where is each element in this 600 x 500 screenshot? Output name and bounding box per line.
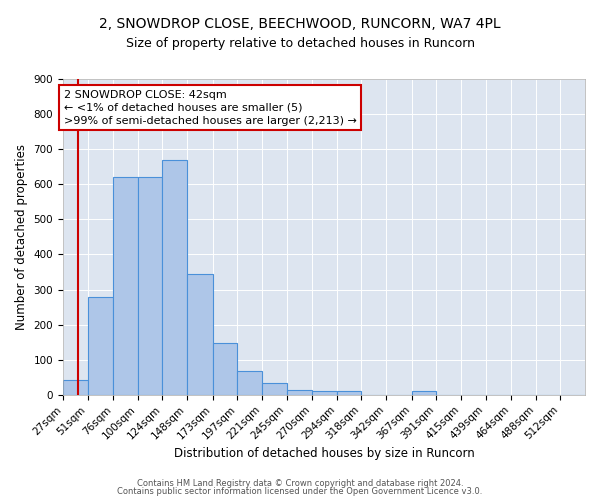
Bar <box>113 178 138 395</box>
Text: 2, SNOWDROP CLOSE, BEECHWOOD, RUNCORN, WA7 4PL: 2, SNOWDROP CLOSE, BEECHWOOD, RUNCORN, W… <box>99 18 501 32</box>
Text: 2 SNOWDROP CLOSE: 42sqm
← <1% of detached houses are smaller (5)
>99% of semi-de: 2 SNOWDROP CLOSE: 42sqm ← <1% of detache… <box>64 90 357 126</box>
Bar <box>138 178 163 395</box>
Bar <box>163 160 187 395</box>
Bar <box>287 390 312 395</box>
Bar <box>312 390 337 395</box>
Bar <box>412 392 436 395</box>
Bar <box>337 390 361 395</box>
Bar <box>88 296 113 395</box>
Bar <box>262 382 287 395</box>
Text: Contains public sector information licensed under the Open Government Licence v3: Contains public sector information licen… <box>118 487 482 496</box>
Text: Size of property relative to detached houses in Runcorn: Size of property relative to detached ho… <box>125 38 475 51</box>
Bar <box>212 343 237 395</box>
Y-axis label: Number of detached properties: Number of detached properties <box>15 144 28 330</box>
Bar <box>187 274 212 395</box>
Text: Contains HM Land Registry data © Crown copyright and database right 2024.: Contains HM Land Registry data © Crown c… <box>137 478 463 488</box>
Bar <box>63 380 88 395</box>
X-axis label: Distribution of detached houses by size in Runcorn: Distribution of detached houses by size … <box>173 447 475 460</box>
Bar <box>237 371 262 395</box>
